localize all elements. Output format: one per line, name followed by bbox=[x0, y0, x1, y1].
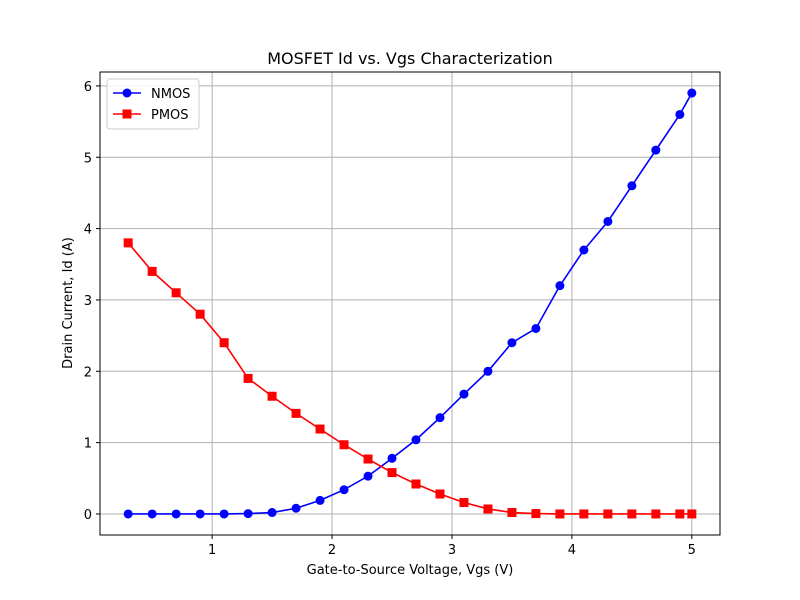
y-tick-label: 3 bbox=[84, 294, 92, 309]
data-point-nmos bbox=[483, 366, 493, 376]
data-point-pmos bbox=[123, 238, 133, 248]
data-point-pmos bbox=[411, 479, 421, 489]
data-point-nmos bbox=[555, 281, 565, 291]
data-point-pmos bbox=[579, 509, 589, 519]
legend-swatch-marker bbox=[122, 109, 132, 119]
grid-lines bbox=[100, 72, 720, 535]
data-point-pmos bbox=[555, 509, 565, 519]
data-point-nmos bbox=[675, 109, 685, 119]
data-point-nmos bbox=[339, 485, 349, 495]
data-point-nmos bbox=[459, 389, 469, 399]
data-point-pmos bbox=[687, 509, 697, 519]
y-tick-label: 0 bbox=[84, 508, 92, 523]
data-point-pmos bbox=[627, 509, 637, 519]
data-point-nmos bbox=[315, 495, 325, 505]
data-point-pmos bbox=[387, 468, 397, 478]
data-point-nmos bbox=[243, 509, 253, 519]
series-layer bbox=[123, 88, 697, 519]
data-point-pmos bbox=[603, 509, 613, 519]
y-axis-label: Drain Current, Id (A) bbox=[61, 237, 76, 369]
data-point-nmos bbox=[291, 503, 301, 513]
data-point-pmos bbox=[171, 288, 181, 298]
legend-item-nmos: NMOS bbox=[113, 87, 190, 102]
axis-ticks: 1 2 3 4 5 0 1 2 3 4 5 6 bbox=[84, 80, 696, 558]
data-point-nmos bbox=[267, 508, 277, 518]
data-point-pmos bbox=[219, 338, 229, 348]
data-point-nmos bbox=[411, 435, 421, 445]
data-point-pmos bbox=[339, 440, 349, 450]
data-point-nmos bbox=[435, 413, 445, 423]
data-point-nmos bbox=[387, 453, 397, 463]
y-tick-label: 5 bbox=[84, 151, 92, 166]
x-tick-label: 2 bbox=[328, 543, 336, 558]
x-tick-label: 5 bbox=[688, 543, 696, 558]
data-point-pmos bbox=[459, 498, 469, 508]
data-point-nmos bbox=[603, 216, 613, 226]
data-point-pmos bbox=[195, 309, 205, 319]
data-point-pmos bbox=[267, 391, 277, 401]
legend: NMOS PMOS bbox=[106, 78, 200, 130]
data-point-pmos bbox=[291, 408, 301, 418]
data-point-pmos bbox=[435, 489, 445, 499]
data-point-pmos bbox=[675, 509, 685, 519]
data-point-nmos bbox=[627, 181, 637, 191]
data-point-nmos bbox=[147, 509, 157, 519]
data-point-nmos bbox=[195, 509, 205, 519]
legend-swatch-marker bbox=[122, 88, 132, 98]
x-tick-label: 3 bbox=[448, 543, 456, 558]
x-tick-label: 4 bbox=[568, 543, 576, 558]
plot-frame bbox=[99, 71, 721, 536]
data-point-nmos bbox=[171, 509, 181, 519]
data-point-nmos bbox=[579, 245, 589, 255]
x-tick-label: 1 bbox=[208, 543, 216, 558]
legend-label-nmos: NMOS bbox=[151, 87, 190, 102]
data-point-pmos bbox=[147, 266, 157, 276]
y-tick-label: 2 bbox=[84, 365, 92, 380]
data-point-nmos bbox=[687, 88, 697, 98]
y-tick-label: 1 bbox=[84, 437, 92, 452]
data-point-pmos bbox=[507, 508, 517, 518]
data-point-nmos bbox=[507, 338, 517, 348]
series-nmos bbox=[123, 88, 697, 519]
x-axis-label: Gate-to-Source Voltage, Vgs (V) bbox=[307, 563, 514, 578]
data-point-pmos bbox=[363, 454, 373, 464]
data-point-pmos bbox=[315, 424, 325, 434]
data-point-nmos bbox=[219, 509, 229, 519]
legend-label-pmos: PMOS bbox=[151, 108, 189, 123]
chart-title: MOSFET Id vs. Vgs Characterization bbox=[267, 49, 552, 68]
legend-item-pmos: PMOS bbox=[113, 108, 189, 123]
data-point-nmos bbox=[123, 509, 133, 519]
data-point-nmos bbox=[531, 323, 541, 333]
y-tick-label: 6 bbox=[84, 80, 92, 95]
data-point-pmos bbox=[243, 373, 253, 383]
data-point-nmos bbox=[363, 471, 373, 481]
data-point-pmos bbox=[651, 509, 661, 519]
data-point-pmos bbox=[483, 504, 493, 514]
series-pmos bbox=[123, 238, 697, 519]
data-point-nmos bbox=[651, 145, 661, 155]
y-tick-label: 4 bbox=[84, 223, 92, 238]
data-point-pmos bbox=[531, 509, 541, 519]
